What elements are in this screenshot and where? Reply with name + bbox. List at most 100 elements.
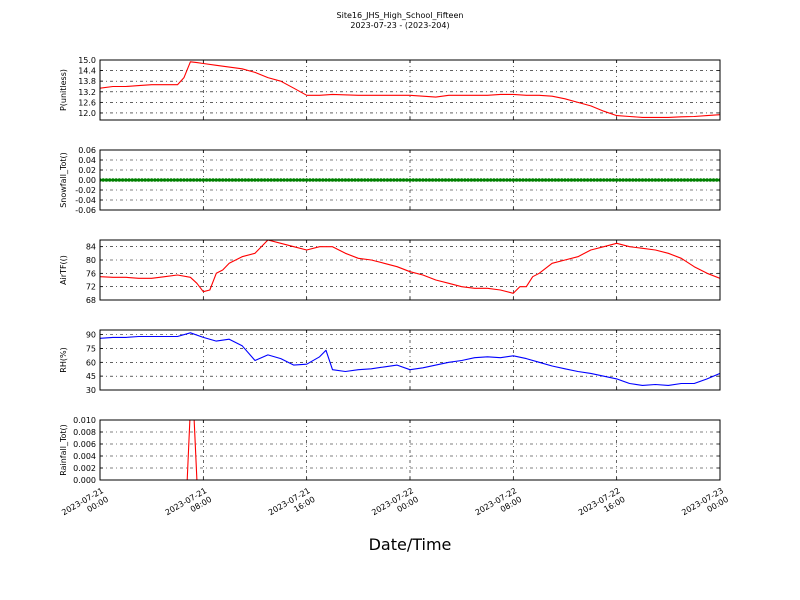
- y-tick-label: 13.2: [78, 88, 96, 97]
- data-point: [472, 178, 477, 182]
- data-point: [685, 178, 690, 182]
- data-point: [443, 178, 448, 182]
- data-point: [711, 178, 716, 182]
- y-axis-label: Snowfall_Tot(): [59, 152, 68, 208]
- data-point: [178, 178, 183, 182]
- data-point: [495, 178, 499, 182]
- data-point: [466, 178, 470, 182]
- data-point: [372, 178, 377, 182]
- data-point: [217, 178, 222, 182]
- y-tick-label: 12.0: [78, 109, 96, 118]
- data-point: [321, 178, 325, 182]
- data-point: [579, 178, 583, 182]
- y-tick-label: -0.06: [75, 206, 96, 215]
- panel-frame: [99, 419, 721, 481]
- data-point: [569, 178, 574, 182]
- y-tick-label: 14.4: [78, 67, 96, 76]
- data-point: [266, 178, 270, 182]
- data-point: [330, 178, 335, 182]
- data-point: [414, 178, 419, 182]
- data-point: [201, 178, 206, 182]
- data-point: [195, 178, 199, 182]
- y-tick-label: 0.04: [78, 156, 96, 165]
- data-point: [689, 178, 693, 182]
- data-point: [185, 178, 189, 182]
- y-tick-label: 84: [86, 243, 96, 252]
- y-tick-label: 75: [86, 344, 96, 353]
- data-point: [650, 178, 654, 182]
- data-point: [576, 178, 580, 182]
- data-point: [605, 178, 609, 182]
- data-point: [537, 178, 541, 182]
- panel-2: 0.060.040.020.00-0.02-0.04-0.06 Snowfall_…: [59, 146, 721, 215]
- data-point: [446, 178, 451, 182]
- data-point: [130, 178, 135, 182]
- data-point: [492, 178, 496, 182]
- chart-subtitle: 2023-07-23 - (2023-204): [350, 21, 450, 30]
- y-tick-label: 0.02: [78, 166, 96, 175]
- panel-frame: [99, 149, 721, 211]
- data-point: [695, 178, 700, 182]
- panel-frame: [99, 239, 721, 301]
- data-point: [314, 178, 319, 182]
- data-point: [653, 178, 658, 182]
- data-point: [295, 178, 299, 182]
- data-point: [237, 178, 241, 182]
- data-point: [375, 178, 380, 182]
- y-tick-label: 0.008: [73, 428, 96, 437]
- data-point: [140, 178, 144, 182]
- data-point: [324, 178, 328, 182]
- data-point: [188, 178, 193, 182]
- data-point: [411, 178, 416, 182]
- data-point: [392, 178, 396, 182]
- data-point: [240, 178, 244, 182]
- data-point: [156, 178, 160, 182]
- data-point: [559, 178, 564, 182]
- data-point: [427, 178, 432, 182]
- data-point: [207, 178, 212, 182]
- data-point: [669, 178, 674, 182]
- data-point: [304, 178, 309, 182]
- data-point: [456, 178, 461, 182]
- y-tick-label: 90: [86, 331, 96, 340]
- data-point: [337, 178, 341, 182]
- data-point: [366, 178, 370, 182]
- data-point: [714, 178, 719, 182]
- data-point: [127, 178, 131, 182]
- series-line: [100, 240, 720, 294]
- series-group: [100, 332, 720, 386]
- data-point: [224, 178, 228, 182]
- data-point: [243, 178, 248, 182]
- data-point: [511, 178, 516, 182]
- data-point: [643, 178, 648, 182]
- data-point: [621, 178, 625, 182]
- data-point: [162, 178, 167, 182]
- data-point: [624, 178, 629, 182]
- data-point: [385, 178, 390, 182]
- data-point: [166, 178, 170, 182]
- data-point: [453, 178, 458, 182]
- data-point: [111, 178, 115, 182]
- data-point: [450, 178, 454, 182]
- data-point: [440, 178, 445, 182]
- data-point: [133, 178, 138, 182]
- data-point: [527, 178, 532, 182]
- data-point: [498, 178, 503, 182]
- data-point: [191, 178, 196, 182]
- data-point: [124, 178, 128, 182]
- data-point: [353, 178, 357, 182]
- data-point: [362, 178, 367, 182]
- data-point: [327, 178, 332, 182]
- y-tick-label: 12.6: [78, 98, 96, 107]
- data-point: [114, 178, 118, 182]
- data-point: [592, 178, 596, 182]
- data-point: [488, 178, 493, 182]
- data-point: [618, 178, 622, 182]
- y-tick-label: 45: [86, 372, 96, 381]
- data-point: [553, 178, 558, 182]
- data-point: [424, 178, 428, 182]
- data-point: [343, 178, 348, 182]
- data-point: [256, 178, 261, 182]
